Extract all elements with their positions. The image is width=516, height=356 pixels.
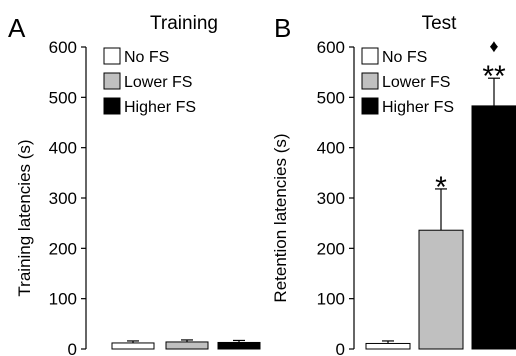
significance-stars: *: [435, 171, 447, 204]
chart-title: Test: [422, 13, 458, 34]
legend-label: No FS: [124, 49, 169, 66]
bar-lower-fs: [418, 229, 464, 350]
legend-swatch: [361, 47, 379, 65]
legend-swatch: [103, 47, 121, 65]
y-tick-label: 400: [49, 139, 77, 158]
y-tick-label: 100: [49, 290, 77, 309]
y-tick-label: 500: [49, 88, 77, 107]
y-axis-label: Retention latencies (s): [271, 133, 290, 302]
bar-higher-fs: [471, 105, 516, 350]
legend-swatch: [103, 72, 121, 90]
y-tick-label: 200: [317, 239, 345, 258]
legend-label: Lower FS: [124, 74, 192, 91]
legend: No FS Lower FS Higher FS: [103, 47, 196, 116]
y-tick-label: 200: [49, 239, 77, 258]
bar-no-fs: [365, 342, 411, 350]
y-tick-label: 300: [317, 189, 345, 208]
y-tick-label: 400: [317, 139, 345, 158]
significance-diamond: ♦: [489, 36, 498, 56]
y-tick-label: 100: [317, 290, 345, 309]
panel-label: B: [274, 13, 291, 43]
significance-stars: **: [482, 60, 506, 93]
y-tick-label: 300: [49, 189, 77, 208]
y-tick-label: 600: [49, 38, 77, 57]
legend-label: Lower FS: [382, 74, 450, 91]
legend-swatch: [361, 97, 379, 115]
panel-label: A: [8, 13, 26, 43]
chart-panel-b: B Test 0 100 200 300 400 500 600 Retention latenc…: [271, 13, 516, 356]
legend-label: Higher FS: [124, 99, 196, 116]
bar-higher-fs: [217, 341, 261, 350]
legend-swatch: [103, 97, 121, 115]
bar-lower-fs: [165, 341, 209, 350]
y-tick-label: 500: [317, 88, 345, 107]
legend-swatch: [361, 72, 379, 90]
y-axis-label: Training latencies (s): [15, 139, 34, 296]
y-tick-label: 600: [317, 38, 345, 57]
bar-no-fs: [111, 342, 155, 350]
legend-label: Higher FS: [382, 99, 454, 116]
chart-panel-a: A Training 0 100 200 300 400 500 600 Training lat…: [8, 13, 261, 356]
y-tick-label: 0: [336, 340, 345, 356]
y-tick-label: 0: [68, 340, 77, 356]
legend-label: No FS: [382, 49, 427, 66]
chart-title: Training: [150, 13, 218, 34]
legend: No FS Lower FS Higher FS: [361, 47, 454, 116]
